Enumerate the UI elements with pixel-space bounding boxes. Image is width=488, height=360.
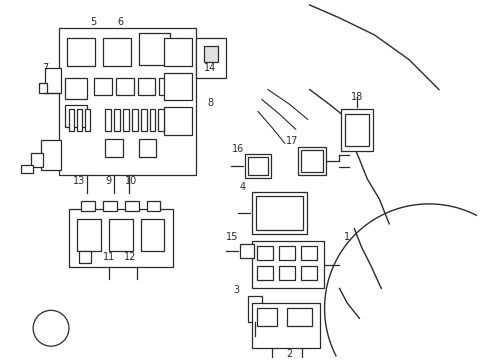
Bar [140, 109, 146, 131]
Bar [278, 266, 294, 279]
Text: 2: 2 [286, 349, 292, 359]
Text: 15: 15 [225, 232, 238, 242]
Bar [59, 28, 196, 175]
Bar [39, 82, 47, 93]
Bar [149, 109, 155, 131]
Bar [146, 201, 160, 211]
Bar [204, 46, 218, 62]
Bar [122, 109, 128, 131]
Bar [300, 246, 316, 260]
Bar [286, 309, 311, 326]
Bar [114, 109, 120, 131]
Bar [341, 109, 372, 151]
Bar [108, 219, 132, 251]
Bar [65, 78, 87, 99]
Bar [345, 114, 368, 146]
Bar [256, 309, 276, 326]
Bar [255, 196, 302, 230]
Bar [81, 201, 95, 211]
Bar [140, 219, 164, 251]
Text: 3: 3 [232, 285, 239, 296]
Bar [244, 154, 270, 178]
Bar [297, 147, 325, 175]
Bar [196, 38, 225, 78]
Bar [94, 78, 111, 95]
Bar [31, 153, 43, 167]
Bar [137, 78, 155, 95]
Bar [102, 38, 130, 66]
Text: 7: 7 [42, 63, 48, 73]
Bar [164, 107, 192, 135]
Bar [41, 140, 61, 170]
Bar [21, 165, 33, 173]
Bar [104, 109, 110, 131]
Text: 5: 5 [90, 17, 97, 27]
Bar [65, 105, 87, 127]
Bar [69, 209, 173, 266]
Text: 9: 9 [105, 176, 112, 186]
Bar [45, 68, 61, 93]
Bar [69, 109, 74, 131]
Bar [256, 266, 272, 279]
Bar [251, 303, 319, 348]
Text: 13: 13 [73, 176, 85, 186]
Text: 14: 14 [203, 63, 216, 73]
Bar [102, 201, 117, 211]
Bar [256, 246, 272, 260]
Bar [300, 266, 316, 279]
Bar [67, 38, 95, 66]
Bar [300, 150, 322, 172]
Bar [159, 78, 177, 95]
Text: 12: 12 [124, 252, 137, 262]
Bar [240, 244, 253, 258]
Bar [79, 251, 91, 262]
Text: 11: 11 [102, 252, 115, 262]
Bar [158, 109, 164, 131]
Text: 1: 1 [344, 232, 350, 242]
Text: 6: 6 [117, 17, 123, 27]
Bar [251, 241, 323, 288]
Text: 10: 10 [124, 176, 137, 186]
Bar [247, 296, 262, 322]
Bar [251, 192, 306, 234]
Bar [164, 38, 192, 66]
Bar [164, 73, 192, 100]
Text: 16: 16 [231, 144, 244, 154]
Bar [124, 201, 138, 211]
Bar [77, 219, 101, 251]
Bar [85, 109, 90, 131]
Bar [131, 109, 137, 131]
Bar [138, 139, 156, 157]
Text: 8: 8 [207, 98, 213, 108]
Bar [77, 109, 81, 131]
Bar [138, 33, 170, 65]
Text: 18: 18 [350, 93, 363, 103]
Text: 17: 17 [285, 136, 297, 146]
Bar [278, 246, 294, 260]
Bar [104, 139, 122, 157]
Bar [116, 78, 133, 95]
Bar [247, 157, 267, 175]
Text: 4: 4 [240, 182, 245, 192]
